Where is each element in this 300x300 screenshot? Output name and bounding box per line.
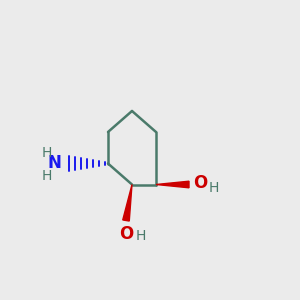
Text: H: H [41, 169, 52, 182]
Text: N: N [48, 154, 62, 172]
Text: O: O [193, 174, 207, 192]
Text: H: H [41, 146, 52, 160]
Text: O: O [119, 225, 133, 243]
Polygon shape [156, 181, 189, 188]
Text: H: H [208, 181, 219, 194]
Polygon shape [123, 184, 132, 221]
Text: H: H [136, 229, 146, 242]
